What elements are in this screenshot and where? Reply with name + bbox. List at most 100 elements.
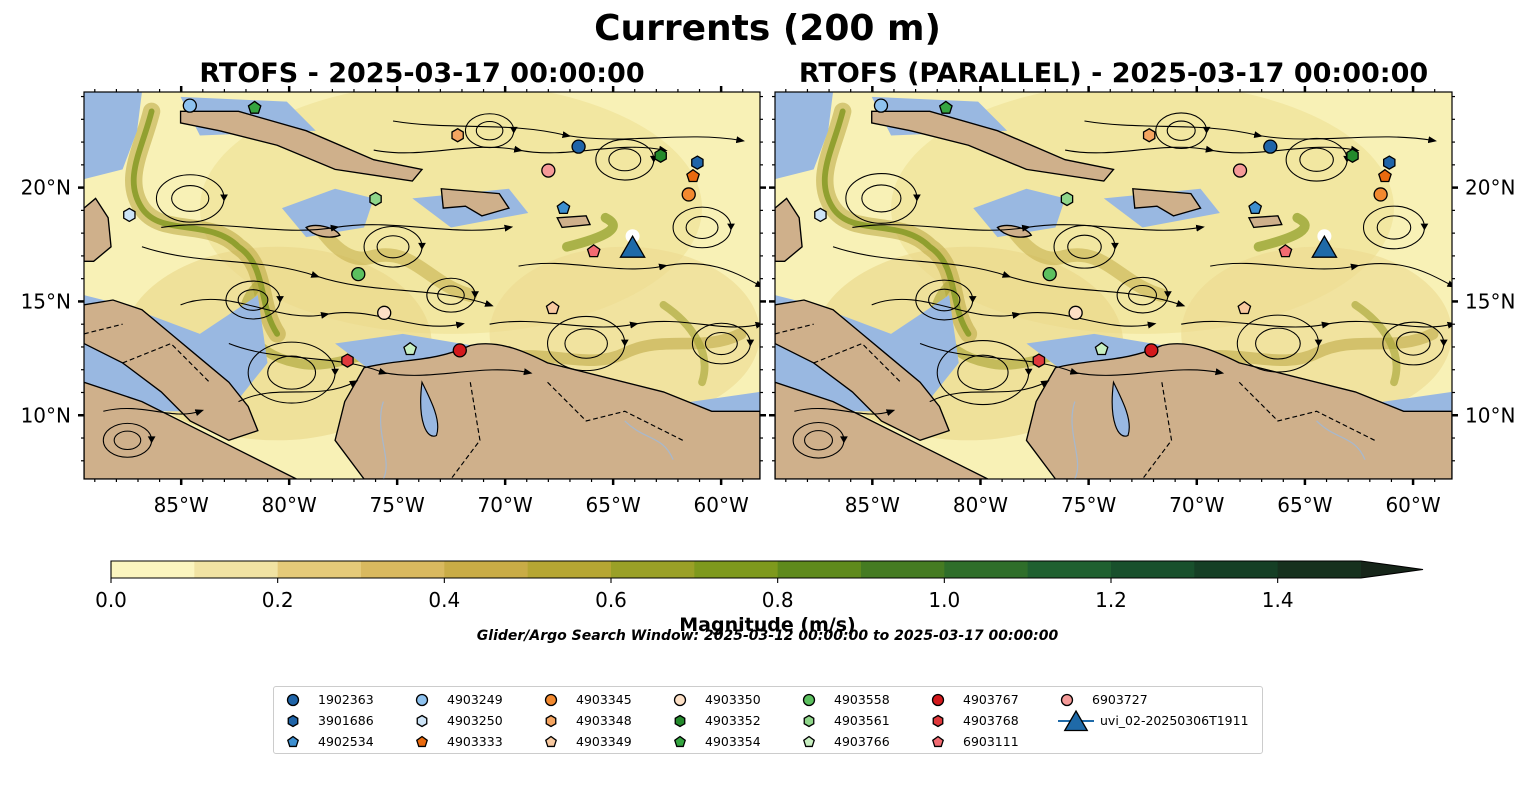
triangle-line-marker-icon xyxy=(1058,709,1094,732)
eddy-streamline xyxy=(1128,284,1158,306)
eddy-streamline xyxy=(1299,147,1334,172)
float-marker-4903352 xyxy=(654,148,667,163)
legend-label: 4903349 xyxy=(576,734,632,749)
eddy-streamline xyxy=(475,120,504,141)
eddy-streamline xyxy=(957,354,1009,391)
lon-tick-label: 65°W xyxy=(586,493,641,517)
eddy-streamline xyxy=(437,285,465,305)
float-marker-4903349 xyxy=(545,300,560,315)
colorbar-tick-label: 0.2 xyxy=(262,588,294,612)
float-marker-4903767 xyxy=(452,343,467,358)
lat-tick-label: 20°N xyxy=(21,176,71,200)
float-marker-4903333 xyxy=(686,168,700,183)
float-marker-6903727 xyxy=(541,163,556,178)
colorbar-segment xyxy=(1194,561,1279,578)
colorbar-segment xyxy=(527,561,612,578)
streamline-arrow xyxy=(1202,126,1211,134)
lat-tick-label: 10°N xyxy=(21,403,71,427)
colorbar-tick-label: 0.4 xyxy=(428,588,460,612)
lon-tick-label: 60°W xyxy=(694,493,749,517)
map-frame xyxy=(774,91,1453,480)
lon-tick-label: 75°W xyxy=(370,493,425,517)
lat-tick-label: 15°N xyxy=(21,289,71,313)
legend: 1902363 3901686 4902534 4903249 4903250 49033… xyxy=(273,686,1263,754)
streamline-arrow xyxy=(509,126,518,134)
float-marker-4903349 xyxy=(1237,300,1252,315)
lon-tick-label: 85°W xyxy=(154,493,209,517)
legend-label: 4903354 xyxy=(705,734,761,749)
pentagon-marker-icon xyxy=(545,735,557,748)
float-marker-4903250 xyxy=(123,207,136,223)
eddy-streamline xyxy=(1376,215,1412,240)
circle-marker-icon xyxy=(286,693,300,707)
pentagon-marker-icon xyxy=(932,735,944,748)
streamline xyxy=(518,262,760,288)
colorbar-segment xyxy=(277,561,362,578)
pentagon-marker-icon xyxy=(803,735,815,748)
eddy-streamline xyxy=(704,331,738,356)
hexagon-marker xyxy=(932,714,944,728)
streamline-arrow xyxy=(913,194,921,202)
eddy-streamline xyxy=(928,288,961,312)
pentagon-marker-icon xyxy=(416,735,428,748)
float-marker-4903768 xyxy=(1032,353,1046,368)
streamline xyxy=(1210,262,1452,288)
colorbar-segment xyxy=(194,561,279,578)
legend-label: 4903350 xyxy=(705,692,761,707)
lon-tick-label: 65°W xyxy=(1277,493,1332,517)
circle-marker xyxy=(415,693,429,707)
lon-tick-label: 85°W xyxy=(845,493,900,517)
float-marker-4903345 xyxy=(681,187,696,202)
float-marker-1902363 xyxy=(1263,139,1278,154)
streamline-arrow xyxy=(276,296,284,303)
float-marker-4903333 xyxy=(1378,168,1392,183)
streamline xyxy=(373,145,668,154)
colorbar-segment xyxy=(444,561,529,578)
streamline-arrow xyxy=(147,436,156,444)
figure-title: Currents (200 m) xyxy=(594,8,941,49)
eddy-streamline xyxy=(113,430,142,451)
legend-label: 4903766 xyxy=(834,734,890,749)
eddy-streamline xyxy=(171,185,210,212)
streamline xyxy=(1181,320,1452,329)
streamline-arrow xyxy=(746,339,755,347)
streamline-arrow xyxy=(1164,291,1172,299)
float-marker-4903354 xyxy=(938,100,953,114)
eddy-streamline xyxy=(804,430,834,451)
circle-marker-icon xyxy=(544,693,558,707)
pentagon-marker-icon xyxy=(287,735,299,748)
circle-marker-icon xyxy=(931,693,945,707)
pentagon-marker xyxy=(416,735,428,748)
eddy-streamline xyxy=(861,184,902,213)
circle-marker-icon xyxy=(415,693,429,707)
float-marker-4903766 xyxy=(403,341,418,356)
streamline xyxy=(929,380,1050,403)
legend-label: 3901686 xyxy=(318,713,374,728)
float-marker-6903727 xyxy=(1232,163,1248,178)
legend-label: uvi_02-20250306T1911 xyxy=(1100,713,1249,728)
streamline xyxy=(489,320,760,329)
float-marker-4903350 xyxy=(1068,305,1083,320)
float-marker-4902534 xyxy=(556,200,571,215)
colorbar: 0.0 0.2 0.4 0.6 0.8 1.0 1.2 1.4 xyxy=(95,560,1424,612)
eddy-streamline xyxy=(1396,331,1431,356)
eddy-streamline xyxy=(1255,327,1301,360)
colorbar-extend-arrow xyxy=(1361,561,1423,578)
colorbar-segment xyxy=(1277,561,1362,578)
hexagon-marker-icon xyxy=(287,714,299,728)
streamline-arrow xyxy=(418,242,426,250)
pentagon-marker xyxy=(545,735,557,748)
hexagon-marker xyxy=(287,714,299,728)
pentagon-marker-icon xyxy=(674,735,686,748)
colorbar-segment xyxy=(1027,561,1112,578)
colorbar-label: Magnitude (m/s) xyxy=(679,614,856,636)
float-marker-4903250 xyxy=(814,207,827,223)
hexagon-marker-icon xyxy=(545,714,557,728)
circle-marker-icon xyxy=(673,693,687,707)
streamline-arrow xyxy=(1420,223,1429,231)
colorbar-segment xyxy=(777,561,862,578)
colorbar-tick-label: 0.6 xyxy=(595,588,627,612)
colorbar-tick-label: 1.4 xyxy=(1262,588,1294,612)
legend-label: 4903767 xyxy=(963,692,1019,707)
float-marker-4903348 xyxy=(1142,127,1156,143)
